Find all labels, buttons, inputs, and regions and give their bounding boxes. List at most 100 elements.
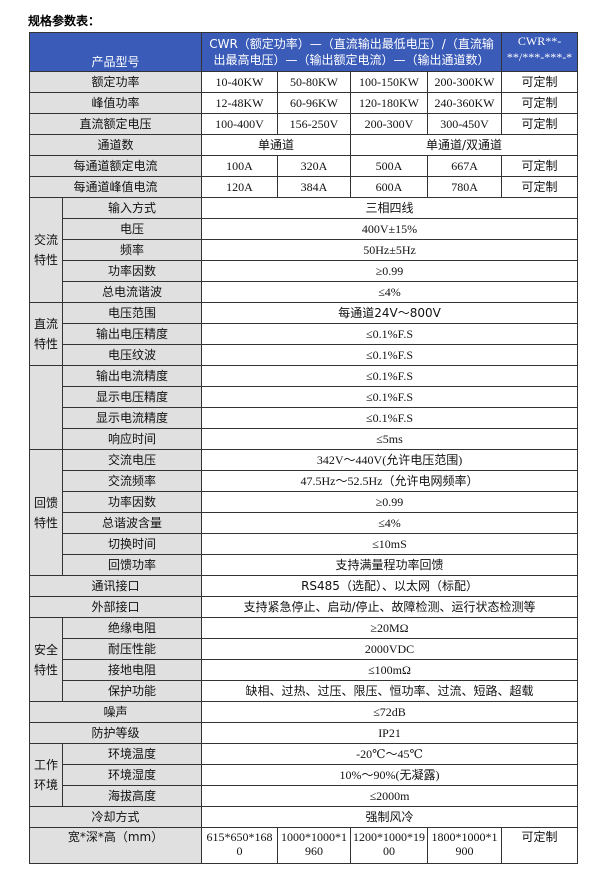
row-label: 输入方式 bbox=[61, 197, 203, 219]
row-label: 交流电压 bbox=[61, 449, 203, 471]
row-label: 噪声 bbox=[28, 701, 203, 723]
cell-value: 可定制 bbox=[501, 155, 579, 177]
cell-value: 单通道 bbox=[201, 134, 352, 156]
cell-value: 156-250V bbox=[277, 113, 352, 135]
cell-value: -20℃～45℃ bbox=[201, 743, 579, 765]
cell-value: ≤4% bbox=[201, 281, 579, 303]
cell-value: ≤72dB bbox=[201, 701, 579, 723]
cell-value: 240-360KW bbox=[427, 92, 503, 114]
table-row: 功率因数 ≥0.99 bbox=[30, 260, 579, 282]
row-label: 海拔高度 bbox=[61, 785, 203, 807]
cell-value: 300-450V bbox=[427, 113, 503, 135]
cell-value: 200-300V bbox=[350, 113, 429, 135]
cell-value: ≤5ms bbox=[201, 428, 579, 450]
group-label: 安全特性 bbox=[29, 617, 63, 702]
cell-value: 120-180KW bbox=[350, 92, 429, 114]
header-model-format: CWR（额定功率）—（直流输出最低电压）/（直流输出最高电压）—（输出额定电流）… bbox=[201, 32, 503, 72]
cell-value: 50Hz±5Hz bbox=[201, 239, 579, 261]
cell-value: 100-400V bbox=[201, 113, 279, 135]
group-label-text: 回馈特性 bbox=[33, 495, 58, 530]
cell-value: ≤0.1%F.S bbox=[201, 323, 579, 345]
cell-value: ≤0.1%F.S bbox=[201, 365, 579, 387]
header-row: 产品型号 CWR（额定功率）—（直流输出最低电压）/（直流输出最高电压）—（输出… bbox=[28, 32, 579, 72]
table-row: 交流频率 47.5Hz～52.5Hz（允许电网频率） bbox=[30, 470, 579, 492]
table-row: 显示电流精度 ≤0.1%F.S bbox=[30, 407, 579, 429]
row-label: 总谐波含量 bbox=[61, 512, 203, 534]
row-label: 功率因数 bbox=[61, 260, 203, 282]
cell-value: 可定制 bbox=[501, 113, 579, 135]
table-row: 交流特性 输入方式 三相四线 bbox=[29, 197, 579, 303]
table-row: 功率因数 ≥0.99 bbox=[30, 491, 579, 513]
row-label: 保护功能 bbox=[61, 680, 203, 702]
cell-value: ≤0.1%F.S bbox=[201, 407, 579, 429]
table-row: 频率 50Hz±5Hz bbox=[30, 239, 579, 261]
table-row: 安全特性 绝缘电阻 ≥20MΩ bbox=[29, 617, 579, 702]
cell-value: 500A bbox=[350, 155, 429, 177]
cell-value: 60-96KW bbox=[277, 92, 352, 114]
row-label: 通道数 bbox=[28, 134, 203, 156]
cell-value: 400V±15% bbox=[201, 218, 579, 240]
cell-value: 47.5Hz～52.5Hz（允许电网频率） bbox=[201, 470, 579, 492]
table-row: 保护功能 缺相、过热、过压、限压、恒功率、过流、短路、超载 bbox=[30, 680, 579, 702]
row-label: 响应时间 bbox=[61, 428, 203, 450]
header-model-code: CWR**-**/***-***-* bbox=[501, 32, 579, 72]
table-row: 输出电流精度 ≤0.1%F.S bbox=[29, 365, 579, 450]
row-label: 宽*深*高（mm） bbox=[28, 827, 203, 864]
row-label: 直流额定电压 bbox=[28, 113, 203, 135]
row-label: 冷却方式 bbox=[28, 806, 203, 828]
table-row: 防护等级 IP21 bbox=[28, 722, 579, 744]
cell-value: 支持紧急停止、启动/停止、故障检测、运行状态检测等 bbox=[201, 596, 579, 618]
table-row: 冷却方式 强制风冷 bbox=[28, 806, 579, 828]
row-label: 通讯接口 bbox=[28, 575, 203, 597]
cell-value: 1000*1000*1960 bbox=[277, 827, 352, 864]
cell-value: 10%～90%(无凝露) bbox=[201, 764, 579, 786]
cell-value: 667A bbox=[427, 155, 503, 177]
table-row: 总电流谐波 ≤4% bbox=[30, 281, 579, 303]
row-label: 绝缘电阻 bbox=[61, 617, 203, 639]
cell-value: 可定制 bbox=[501, 71, 579, 93]
cell-value: 780A bbox=[427, 176, 503, 198]
cell-value: ≥0.99 bbox=[201, 260, 579, 282]
group-label-text: 工作环境 bbox=[33, 758, 58, 792]
table-row: 环境湿度 10%～90%(无凝露) bbox=[30, 764, 579, 786]
cell-value: RS485（选配）、以太网（标配） bbox=[201, 575, 579, 597]
row-label: 显示电压精度 bbox=[61, 386, 203, 408]
cell-value: 50-80KW bbox=[277, 71, 352, 93]
row-label: 电压纹波 bbox=[61, 344, 203, 366]
cell-value: 可定制 bbox=[501, 827, 579, 864]
row-label: 外部接口 bbox=[28, 596, 203, 618]
group-label: 工作环境 bbox=[29, 743, 63, 807]
row-label: 防护等级 bbox=[28, 722, 203, 744]
cell-value: 缺相、过热、过压、限压、恒功率、过流、短路、超载 bbox=[201, 680, 579, 702]
table-row: 接地电阻 ≤100mΩ bbox=[30, 659, 579, 681]
cell-value: ≥20MΩ bbox=[201, 617, 579, 639]
row-label: 耐压性能 bbox=[61, 638, 203, 660]
table-row: 噪声 ≤72dB bbox=[28, 701, 579, 723]
table-row: 每通道峰值电流 120A 384A 600A 780A 可定制 bbox=[28, 176, 579, 198]
cell-value: ≤2000m bbox=[201, 785, 579, 807]
table-row: 直流特性 电压范围 每通道24V～800V bbox=[29, 302, 579, 366]
table-row: 输出电压精度 ≤0.1%F.S bbox=[30, 323, 579, 345]
row-label: 每通道峰值电流 bbox=[28, 176, 203, 198]
table-row: 通讯接口 RS485（选配）、以太网（标配） bbox=[28, 575, 579, 597]
cell-value: 1800*1000*1900 bbox=[427, 827, 503, 864]
table-row: 总谐波含量 ≤4% bbox=[30, 512, 579, 534]
cell-value: 三相四线 bbox=[201, 197, 579, 219]
cell-value: 1200*1000*1900 bbox=[350, 827, 429, 864]
cell-value: 2000VDC bbox=[201, 638, 579, 660]
cell-value: 100A bbox=[201, 155, 279, 177]
row-label: 频率 bbox=[61, 239, 203, 261]
section-title: 规格参数表： bbox=[28, 14, 101, 28]
cell-value: 615*650*1680 bbox=[201, 827, 279, 864]
table-row: 峰值功率 12-48KW 60-96KW 120-180KW 240-360KW 可定制 bbox=[28, 92, 579, 114]
row-label: 电压范围 bbox=[61, 302, 203, 324]
table-row: 直流额定电压 100-400V 156-250V 200-300V 300-450V 可定… bbox=[28, 113, 579, 135]
row-label: 总电流谐波 bbox=[61, 281, 203, 303]
cell-value: ≤0.1%F.S bbox=[201, 344, 579, 366]
cell-value: 可定制 bbox=[501, 176, 579, 198]
group-label bbox=[29, 365, 63, 450]
table-row: 海拔高度 ≤2000m bbox=[30, 785, 579, 807]
group-label: 回馈特性 bbox=[29, 449, 63, 576]
table-row: 每通道额定电流 100A 320A 500A 667A 可定制 bbox=[28, 155, 579, 177]
cell-value: ≤100mΩ bbox=[201, 659, 579, 681]
